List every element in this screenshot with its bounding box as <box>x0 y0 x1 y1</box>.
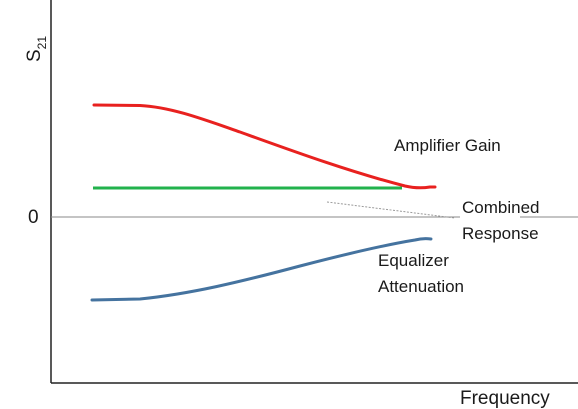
combined-response-label-line2: Response <box>462 224 539 243</box>
y-axis-label: S21 <box>24 36 49 62</box>
x-axis-label: Frequency <box>460 388 550 409</box>
equalizer-attenuation-label-line1: Equalizer <box>378 251 449 270</box>
y-axis-label-sub: 21 <box>35 36 49 50</box>
amplifier-gain-label: Amplifier Gain <box>394 136 501 155</box>
equalizer-attenuation-curve <box>90 237 433 302</box>
amplifier-gain-curve <box>92 103 437 190</box>
combined-pointer-line <box>326 201 456 219</box>
zero-label: 0 <box>28 207 39 228</box>
combined-response-label-line1: Combined <box>462 198 540 217</box>
equalizer-attenuation-label-line2: Attenuation <box>378 277 464 296</box>
y-axis-label-main: S <box>24 49 45 62</box>
